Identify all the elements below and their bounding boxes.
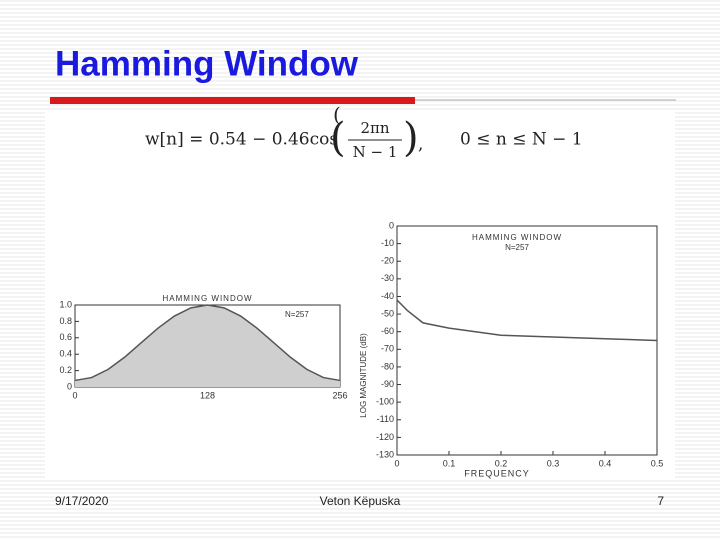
formula: w[n] = 0.54 − 0.46cos ( 2πn N − 1 ( ) , … (145, 103, 583, 162)
y-tick-label: -120 (376, 432, 394, 442)
chart-title: HAMMING WINDOW (163, 294, 253, 303)
formula-condition: 0 ≤ n ≤ N − 1 (460, 130, 583, 150)
footer-page: 7 (657, 494, 664, 508)
y-tick-label: -130 (376, 449, 394, 459)
title-bar (50, 97, 415, 104)
y-tick-label: -10 (381, 238, 394, 248)
chart-annotation: N=257 (505, 243, 529, 252)
formula-denominator: N − 1 (353, 143, 398, 161)
y-tick-label: -100 (376, 397, 394, 407)
comma: , (418, 135, 423, 155)
chart-annotation: N=257 (285, 310, 309, 319)
y-tick-label: -30 (381, 273, 394, 283)
content-area (45, 112, 675, 480)
x-tick-label: 0 (394, 458, 399, 468)
y-axis-label: LOG MAGNITUDE (dB) (359, 333, 368, 418)
y-tick-label: 0.4 (59, 349, 72, 359)
paren-right: ) (403, 115, 419, 161)
x-tick-label: 0 (72, 390, 77, 400)
footer-author: Veton Këpuska (320, 494, 401, 508)
x-tick-label: 0.3 (547, 458, 560, 468)
paren-left: ( (330, 115, 346, 161)
x-tick-label: 0.1 (443, 458, 456, 468)
y-tick-label: 0 (67, 381, 72, 391)
y-tick-label: -70 (381, 344, 394, 354)
formula-numerator: 2πn (360, 119, 389, 137)
y-tick-label: -40 (381, 291, 394, 301)
x-tick-label: 256 (332, 390, 347, 400)
chart-title: HAMMING WINDOW (472, 233, 562, 242)
x-tick-label: 0.5 (651, 458, 664, 468)
y-tick-label: -20 (381, 256, 394, 266)
y-tick-label: 0.8 (59, 316, 72, 326)
curve (74, 304, 341, 382)
curve (396, 299, 658, 342)
y-tick-label: 0.2 (59, 365, 72, 375)
y-tick-label: -80 (381, 361, 394, 371)
footer-date: 9/17/2020 (55, 494, 109, 508)
y-tick-label: -60 (381, 326, 394, 336)
x-tick-label: 0.4 (599, 458, 612, 468)
x-tick-label: 0.2 (495, 458, 508, 468)
y-tick-label: 1.0 (59, 299, 72, 309)
curve-fill (75, 305, 340, 387)
paren: ( (333, 103, 341, 127)
x-tick-label: 128 (200, 390, 215, 400)
y-tick-label: -50 (381, 308, 394, 318)
formula-lhs: w[n] = 0.54 − 0.46cos (145, 130, 338, 150)
y-tick-label: -110 (377, 414, 394, 424)
y-tick-label: 0.6 (59, 332, 72, 342)
y-tick-label: 0 (389, 220, 394, 230)
y-tick-label: -90 (381, 379, 394, 389)
slide-title: Hamming Window (55, 44, 359, 83)
x-axis-label: FREQUENCY (464, 468, 530, 478)
